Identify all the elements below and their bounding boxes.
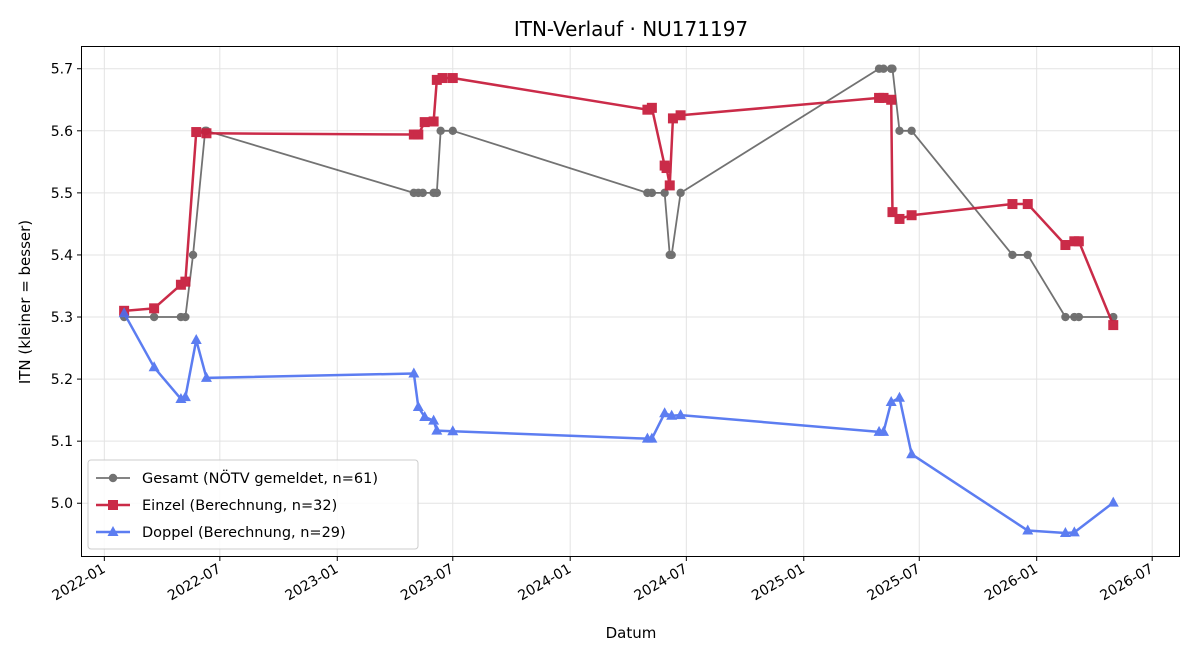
data-point-gesamt xyxy=(907,126,916,135)
data-point-doppel xyxy=(118,307,130,318)
data-point-gesamt xyxy=(1061,312,1070,322)
data-point-gesamt xyxy=(432,188,442,198)
chart-title: ITN-Verlauf · NU171197 xyxy=(514,17,748,41)
data-point-gesamt xyxy=(436,126,445,135)
data-point-doppel xyxy=(190,333,202,344)
data-point-doppel xyxy=(419,410,431,421)
series-einzel xyxy=(119,73,1119,331)
series-doppel xyxy=(118,307,1119,538)
data-point-doppel xyxy=(646,432,658,443)
data-point-doppel xyxy=(675,409,687,420)
legend-swatch-einzel xyxy=(96,500,130,510)
data-point-einzel xyxy=(1022,199,1033,210)
data-point-einzel xyxy=(878,92,889,103)
data-point-doppel xyxy=(659,407,671,418)
data-point-gesamt xyxy=(181,312,190,322)
data-point-gesamt xyxy=(448,126,457,135)
data-point-doppel xyxy=(1107,496,1119,507)
data-point-einzel xyxy=(887,207,898,218)
data-point-gesamt xyxy=(1008,250,1017,260)
data-point-doppel xyxy=(906,448,918,459)
plot-frame xyxy=(81,46,1180,557)
data-point-gesamt xyxy=(149,312,159,322)
x-axis-label: Datum xyxy=(606,624,657,642)
y-tick-label: 5.1 xyxy=(51,434,73,450)
data-point-einzel xyxy=(1108,320,1119,331)
data-point-gesamt xyxy=(879,64,888,73)
legend-label-einzel: Einzel (Berechnung, n=32) xyxy=(142,498,337,514)
data-point-doppel xyxy=(431,424,443,435)
legend: Gesamt (NÖTV gemeldet, n=61) Einzel (Bere… xyxy=(87,459,419,550)
data-point-gesamt xyxy=(188,250,198,260)
data-point-einzel xyxy=(1060,240,1071,251)
data-point-gesamt xyxy=(1074,312,1084,322)
data-point-gesamt xyxy=(660,188,669,198)
data-point-doppel xyxy=(447,425,459,436)
data-point-doppel xyxy=(148,361,160,372)
data-point-doppel xyxy=(666,409,678,420)
data-point-einzel xyxy=(646,102,657,113)
data-point-doppel xyxy=(408,367,420,378)
data-point-gesamt xyxy=(667,250,676,260)
y-tick-label: 5.3 xyxy=(51,310,73,326)
data-point-gesamt xyxy=(895,126,904,135)
data-point-doppel xyxy=(878,425,890,436)
y-axis-label: ITN (kleiner = besser) xyxy=(16,220,34,384)
data-point-einzel xyxy=(419,117,430,128)
y-tick-label: 5.7 xyxy=(51,62,73,78)
data-point-einzel xyxy=(201,128,212,139)
data-point-einzel xyxy=(667,113,678,124)
data-point-einzel xyxy=(191,127,202,138)
data-point-gesamt xyxy=(647,188,657,198)
legend-marker xyxy=(108,500,118,510)
data-point-einzel xyxy=(413,129,424,140)
y-tick-label: 5.5 xyxy=(51,186,73,202)
y-tick-label: 5.0 xyxy=(51,496,73,512)
data-point-gesamt xyxy=(676,188,685,198)
data-point-einzel xyxy=(661,163,672,174)
data-point-gesamt xyxy=(1023,250,1032,260)
legend-label-gesamt: Gesamt (NÖTV gemeldet, n=61) xyxy=(142,469,378,487)
data-point-gesamt xyxy=(418,188,427,198)
data-point-einzel xyxy=(675,110,686,121)
data-point-einzel xyxy=(906,210,917,221)
y-tick-label: 5.2 xyxy=(51,372,73,388)
data-point-doppel xyxy=(412,401,424,412)
legend-marker xyxy=(107,526,119,536)
y-axis: 5.0 5.1 5.2 5.3 5.4 5.5 5.6 5.7 xyxy=(51,62,82,512)
data-point-einzel xyxy=(447,73,458,84)
legend-box xyxy=(87,459,419,550)
y-tick-label: 5.4 xyxy=(51,248,73,264)
legend-marker xyxy=(108,473,118,483)
data-point-doppel xyxy=(893,391,905,402)
data-point-doppel xyxy=(1068,526,1080,537)
legend-swatch-gesamt xyxy=(96,473,130,483)
data-point-einzel xyxy=(180,276,191,287)
data-point-doppel xyxy=(179,391,191,402)
data-point-einzel xyxy=(428,116,439,127)
data-point-gesamt xyxy=(888,64,897,73)
data-point-einzel xyxy=(1073,236,1084,247)
data-point-einzel xyxy=(431,74,442,85)
series-layer xyxy=(118,64,1119,538)
data-point-einzel xyxy=(886,94,897,105)
data-point-einzel xyxy=(149,303,160,314)
data-point-einzel xyxy=(1007,199,1018,210)
data-point-doppel xyxy=(1059,527,1071,538)
data-point-einzel xyxy=(894,213,905,224)
data-point-doppel xyxy=(1022,524,1034,535)
legend-swatch-doppel xyxy=(96,526,130,536)
data-point-einzel xyxy=(664,180,675,191)
legend-label-doppel: Doppel (Berechnung, n=29) xyxy=(142,525,346,541)
data-point-doppel xyxy=(885,396,897,407)
data-point-doppel xyxy=(428,414,440,425)
data-point-doppel xyxy=(200,371,212,382)
data-point-einzel xyxy=(437,73,448,84)
y-tick-label: 5.6 xyxy=(51,124,73,140)
